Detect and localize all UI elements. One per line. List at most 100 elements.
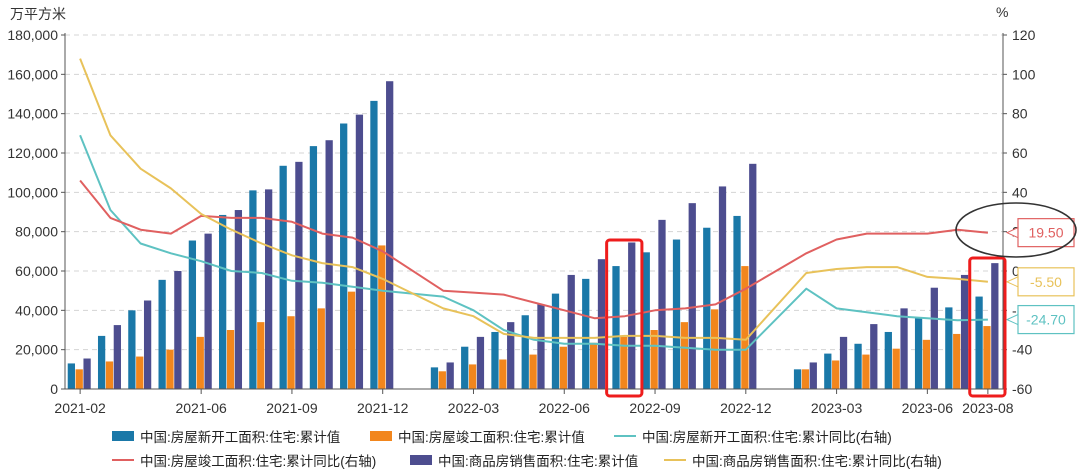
x-tick-label: 2023-03 — [811, 400, 863, 416]
bar-2-2022-05 — [537, 304, 545, 389]
legend-item-sales-yoy: 中国:商品房销售面积:住宅:累计同比(右轴) — [664, 450, 942, 470]
end-label-text: 19.50 — [1028, 225, 1063, 241]
bar-1-2023-03 — [832, 360, 840, 389]
bar-0-2022-02 — [430, 367, 439, 389]
legend-label-completed-yoy: 中国:房屋竣工面积:住宅:累计同比(右轴) — [140, 454, 377, 469]
bar-2-2023-06 — [930, 287, 938, 389]
legend-label-completed: 中国:房屋竣工面积:住宅:累计值 — [398, 430, 585, 445]
bar-0-2023-02 — [793, 369, 802, 389]
bar-1-2022-02 — [438, 371, 446, 389]
legend-label-new-start: 中国:房屋新开工面积:住宅:累计值 — [140, 430, 341, 445]
legend-swatch-completed-yoy — [112, 459, 134, 461]
bar-1-2021-11 — [347, 291, 356, 389]
y-left-tick-label: 40,000 — [15, 302, 58, 318]
bar-1-2021-08 — [257, 322, 265, 389]
bar-0-2022-12 — [733, 215, 741, 389]
legend-label-sales: 中国:商品房销售面积:住宅:累计值 — [438, 454, 639, 469]
bar-2-2021-08 — [265, 189, 273, 389]
y-left-tick-label: 0 — [50, 381, 58, 397]
y-left-tick-label: 160,000 — [7, 66, 58, 82]
bar-2-2021-06 — [204, 233, 212, 389]
end-label-box — [1017, 218, 1075, 248]
bar-0-2023-04 — [854, 343, 862, 389]
end-label-box — [1017, 267, 1075, 297]
bar-0-2021-12 — [370, 100, 378, 389]
line-series-1 — [79, 179, 988, 320]
legend-label-sales-yoy: 中国:商品房销售面积:住宅:累计同比(右轴) — [692, 454, 942, 469]
bar-1-2021-09 — [287, 316, 295, 389]
bar-0-2021-05 — [158, 279, 166, 389]
bar-2-2023-04 — [870, 324, 878, 389]
y-left-tick-label: 140,000 — [7, 106, 58, 122]
y-right-tick-label: 80 — [1012, 106, 1028, 122]
bar-2-2022-07 — [597, 259, 606, 389]
bar-2-2022-06 — [567, 274, 575, 389]
y-right-tick-label: -40 — [1012, 342, 1032, 358]
y-left-tick-label: 180,000 — [7, 27, 58, 43]
legend-swatch-new-start — [112, 431, 134, 441]
bar-1-2023-02 — [801, 369, 810, 389]
bar-0-2022-06 — [551, 293, 560, 389]
bar-2-2023-02 — [809, 362, 817, 389]
end-label-text: -5.50 — [1030, 274, 1062, 290]
bar-1-2021-07 — [226, 330, 235, 389]
bar-2-2022-11 — [718, 186, 727, 389]
bar-1-2022-04 — [499, 359, 507, 389]
x-tick-label: 2021-06 — [175, 400, 227, 416]
bar-0-2023-03 — [824, 353, 832, 389]
highlights — [605, 202, 1077, 398]
end-label-box — [1017, 304, 1075, 335]
bar-1-2023-04 — [862, 354, 870, 389]
bar-0-2022-05 — [521, 315, 529, 389]
bar-0-2021-07 — [219, 214, 227, 389]
highlight-rect-2023-08 — [968, 256, 1007, 398]
y-right-tick-label: 100 — [1012, 66, 1036, 82]
bar-1-2023-07 — [953, 333, 961, 389]
bar-2-2022-02 — [446, 362, 454, 389]
bar-1-2023-05 — [892, 348, 900, 389]
bar-2-2023-08 — [991, 263, 999, 389]
x-tick-label: 2023-06 — [902, 400, 954, 416]
bar-1-2021-03 — [105, 361, 114, 389]
bar-1-2021-04 — [136, 356, 144, 389]
bar-0-2023-06 — [914, 318, 923, 389]
bar-1-2022-03 — [468, 364, 477, 389]
y-right-tick-label: 60 — [1012, 145, 1028, 161]
bar-1-2021-10 — [317, 308, 325, 389]
bar-1-2021-05 — [166, 349, 174, 389]
highlight-rect-2022-08 — [605, 238, 644, 398]
bar-1-2022-06 — [559, 346, 567, 389]
legend-swatch-sales-yoy — [664, 459, 686, 461]
bar-1-2022-05 — [529, 354, 537, 389]
x-tick-label: 2022-03 — [448, 400, 500, 416]
bar-1-2022-07 — [589, 342, 598, 389]
legend-label-new-start-yoy: 中国:房屋新开工面积:住宅:累计同比(右轴) — [642, 430, 892, 445]
bar-0-2022-04 — [491, 331, 499, 389]
end-label-text: -24.70 — [1026, 312, 1066, 328]
highlight-ellipse — [955, 202, 1077, 258]
x-tick-label: 2021-12 — [357, 400, 409, 416]
bar-0-2022-03 — [461, 346, 469, 389]
bar-2-2022-10 — [688, 203, 696, 389]
bar-1-2022-08 — [620, 336, 628, 389]
y-left-tick-label: 120,000 — [7, 145, 58, 161]
left-axis-unit: 万平方米 — [10, 6, 66, 22]
bar-0-2023-05 — [884, 331, 892, 389]
x-tick-label: 2023-08 — [962, 400, 1014, 416]
bar-0-2021-06 — [188, 240, 197, 389]
bar-0-2022-11 — [703, 227, 711, 389]
bar-2-2021-11 — [355, 114, 364, 390]
legend: 中国:房屋新开工面积:住宅:累计值 中国:房屋竣工面积:住宅:累计值 中国:房屋… — [0, 420, 1080, 472]
bar-1-2021-06 — [196, 336, 204, 389]
bar-0-2022-07 — [582, 278, 590, 389]
bar-2-2022-04 — [507, 322, 515, 389]
bar-0-2021-10 — [309, 146, 318, 389]
bar-0-2023-07 — [945, 307, 953, 389]
legend-swatch-completed — [370, 431, 392, 441]
y-left-tick-label: 80,000 — [15, 224, 58, 240]
bar-2-2023-07 — [960, 274, 969, 389]
bar-1-2023-08 — [983, 326, 991, 389]
bar-2-2021-09 — [295, 161, 303, 389]
legend-item-completed-yoy: 中国:房屋竣工面积:住宅:累计同比(右轴) — [112, 450, 376, 470]
